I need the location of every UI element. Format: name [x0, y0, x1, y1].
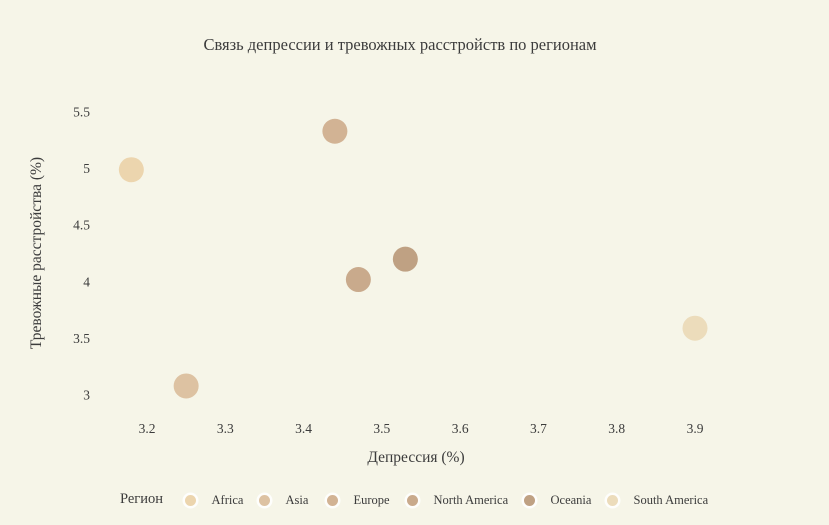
- y-tick-label: 4: [83, 274, 90, 289]
- legend-swatch-icon: [326, 494, 338, 506]
- x-tick-label: 3.2: [139, 421, 156, 436]
- y-tick-label: 3.5: [73, 331, 90, 346]
- x-tick-label: 3.7: [530, 421, 547, 436]
- x-tick-label: 3.6: [452, 421, 469, 436]
- x-axis-label: Депрессия (%): [367, 449, 465, 466]
- legend-swatch-icon: [523, 494, 535, 506]
- legend-label: Europe: [353, 492, 390, 507]
- x-tick-label: 3.5: [373, 421, 390, 436]
- y-tick-label: 5.5: [73, 105, 90, 120]
- legend-swatch-icon: [184, 494, 196, 506]
- data-point-europe: [322, 118, 348, 144]
- chart-title: Связь депрессии и тревожных расстройств …: [203, 35, 597, 54]
- legend-item-asia: Asia: [258, 492, 309, 508]
- legend-item-europe: Europe: [326, 492, 390, 508]
- legend-item-africa: Africa: [184, 492, 244, 508]
- legend-swatch-icon: [258, 494, 270, 506]
- x-tick-label: 3.3: [217, 421, 234, 436]
- data-point-oceania: [392, 246, 418, 272]
- legend-item-north-america: North America: [406, 492, 509, 508]
- data-point-asia: [173, 373, 199, 399]
- legend-label: Africa: [211, 492, 244, 507]
- y-tick-label: 5: [83, 161, 90, 176]
- legend-label: Oceania: [550, 492, 592, 507]
- data-point-south-america: [682, 315, 708, 341]
- y-tick-label: 3: [83, 388, 90, 403]
- x-tick-label: 3.8: [608, 421, 625, 436]
- y-axis-label: Тревожные расстройства (%): [28, 156, 45, 350]
- legend-item-south-america: South America: [606, 492, 709, 508]
- x-tick-label: 3.4: [295, 421, 312, 436]
- legend-swatch-icon: [606, 494, 618, 506]
- legend-label: North America: [433, 492, 509, 507]
- legend-swatch-icon: [406, 494, 418, 506]
- data-point-north-america: [345, 267, 371, 293]
- legend-item-oceania: Oceania: [523, 492, 592, 508]
- legend-title: Регион: [120, 491, 164, 507]
- y-tick-label: 4.5: [73, 218, 90, 233]
- legend-label: South America: [633, 492, 709, 507]
- legend-label: Asia: [285, 492, 309, 507]
- x-tick-label: 3.9: [687, 421, 704, 436]
- data-point-africa: [118, 157, 144, 183]
